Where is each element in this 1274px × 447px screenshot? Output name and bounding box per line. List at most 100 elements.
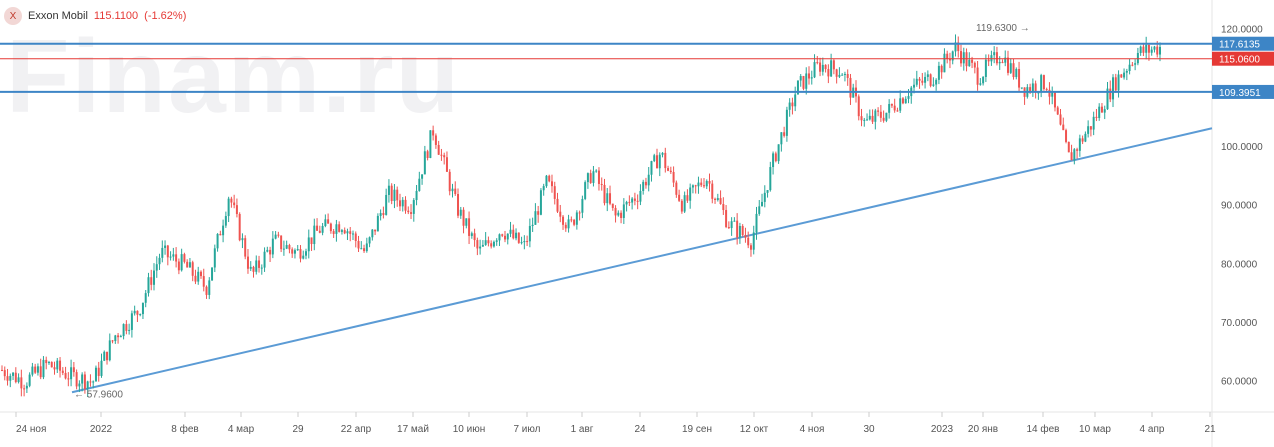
candle-body <box>186 261 189 268</box>
x-tick-label: 20 янв <box>968 424 998 435</box>
candle-body <box>1048 89 1051 97</box>
candle-body <box>993 52 996 56</box>
candle-body <box>1081 138 1084 142</box>
candle-body <box>1042 75 1045 90</box>
x-tick-label: 7 июл <box>513 424 540 435</box>
level-label-bg <box>1212 36 1274 51</box>
candle-body <box>39 366 42 378</box>
candle-body <box>50 362 53 368</box>
candle-body <box>1040 75 1043 93</box>
candle-body <box>144 293 147 303</box>
candle-body <box>589 173 592 183</box>
candle-body <box>1120 74 1123 78</box>
candle-body <box>537 211 540 215</box>
candle-body <box>379 213 382 216</box>
trend-line <box>71 127 1213 394</box>
level-label: 109.3951 <box>1219 88 1261 99</box>
y-tick-label: 100.0000 <box>1221 142 1263 153</box>
candle-body <box>130 313 133 330</box>
candle-body <box>628 201 631 203</box>
candle-body <box>727 227 730 229</box>
candle-body <box>821 64 824 72</box>
candle-body <box>180 254 183 271</box>
candle-body <box>166 245 169 258</box>
candle-body <box>716 198 719 200</box>
candle-body <box>47 362 50 364</box>
candle-body <box>357 240 360 249</box>
candle-body <box>642 181 645 191</box>
candle-body <box>973 62 976 68</box>
candle-body <box>404 199 407 211</box>
candle-body <box>89 381 92 383</box>
candle-body <box>72 367 75 373</box>
candle-body <box>498 234 501 241</box>
candle-body <box>252 266 255 272</box>
candle-body <box>285 245 288 249</box>
candle-body <box>45 359 48 364</box>
x-icon[interactable]: X <box>4 7 22 25</box>
candle-body <box>575 212 578 225</box>
candle-body <box>14 372 17 383</box>
candle-body <box>23 388 26 390</box>
candle-body <box>1087 126 1090 134</box>
candle-body <box>650 161 653 175</box>
candle-body <box>741 226 744 235</box>
candle-body <box>230 198 233 203</box>
candle-body <box>1009 63 1012 73</box>
candle-body <box>877 110 880 112</box>
candle-body <box>509 229 512 234</box>
candle-body <box>255 260 258 272</box>
candle-body <box>451 188 454 192</box>
candle-body <box>667 168 670 171</box>
y-tick-label: 120.0000 <box>1221 25 1263 36</box>
candle-body <box>454 188 457 195</box>
candle-body <box>343 230 346 234</box>
candle-body <box>459 209 462 216</box>
level-label: 117.6135 <box>1219 40 1260 51</box>
candle-body <box>371 229 374 238</box>
candle-body <box>67 378 70 380</box>
candle-body <box>172 254 175 257</box>
candle-body <box>984 59 987 77</box>
candle-body <box>222 225 225 236</box>
candle-body <box>1117 74 1120 91</box>
candle-body <box>216 233 219 249</box>
candle-body <box>484 240 487 245</box>
candle-body <box>857 96 860 117</box>
candle-body <box>597 170 600 184</box>
candle-body <box>12 372 15 376</box>
candle-body <box>111 340 114 342</box>
candle-body <box>321 226 324 233</box>
candle-body <box>1056 107 1059 115</box>
candle-body <box>802 76 805 89</box>
candle-body <box>1139 46 1142 53</box>
candle-body <box>136 310 139 315</box>
candle-body <box>241 238 244 241</box>
candle-body <box>468 218 471 236</box>
candle-body <box>175 254 178 262</box>
candle-body <box>316 225 319 231</box>
candle-body <box>263 251 266 268</box>
candle-body <box>686 195 689 201</box>
candle-body <box>890 104 893 106</box>
candle-body <box>904 98 907 104</box>
candle-body <box>150 277 153 285</box>
watermark-logo: Finam.ru <box>6 19 462 135</box>
candle-body <box>647 174 650 186</box>
candle-body <box>774 153 777 162</box>
candle-body <box>675 182 678 195</box>
candle-body <box>246 256 249 269</box>
candle-body <box>962 52 965 64</box>
candle-body <box>385 194 388 215</box>
candle-body <box>683 195 686 212</box>
candle-body <box>617 212 620 216</box>
candle-body <box>249 266 252 269</box>
candle-body <box>946 53 949 59</box>
candle-body <box>550 181 553 187</box>
x-tick-label: 14 фев <box>1026 423 1059 435</box>
candle-body <box>299 249 302 259</box>
candle-body <box>335 224 338 234</box>
candle-body <box>708 180 711 184</box>
